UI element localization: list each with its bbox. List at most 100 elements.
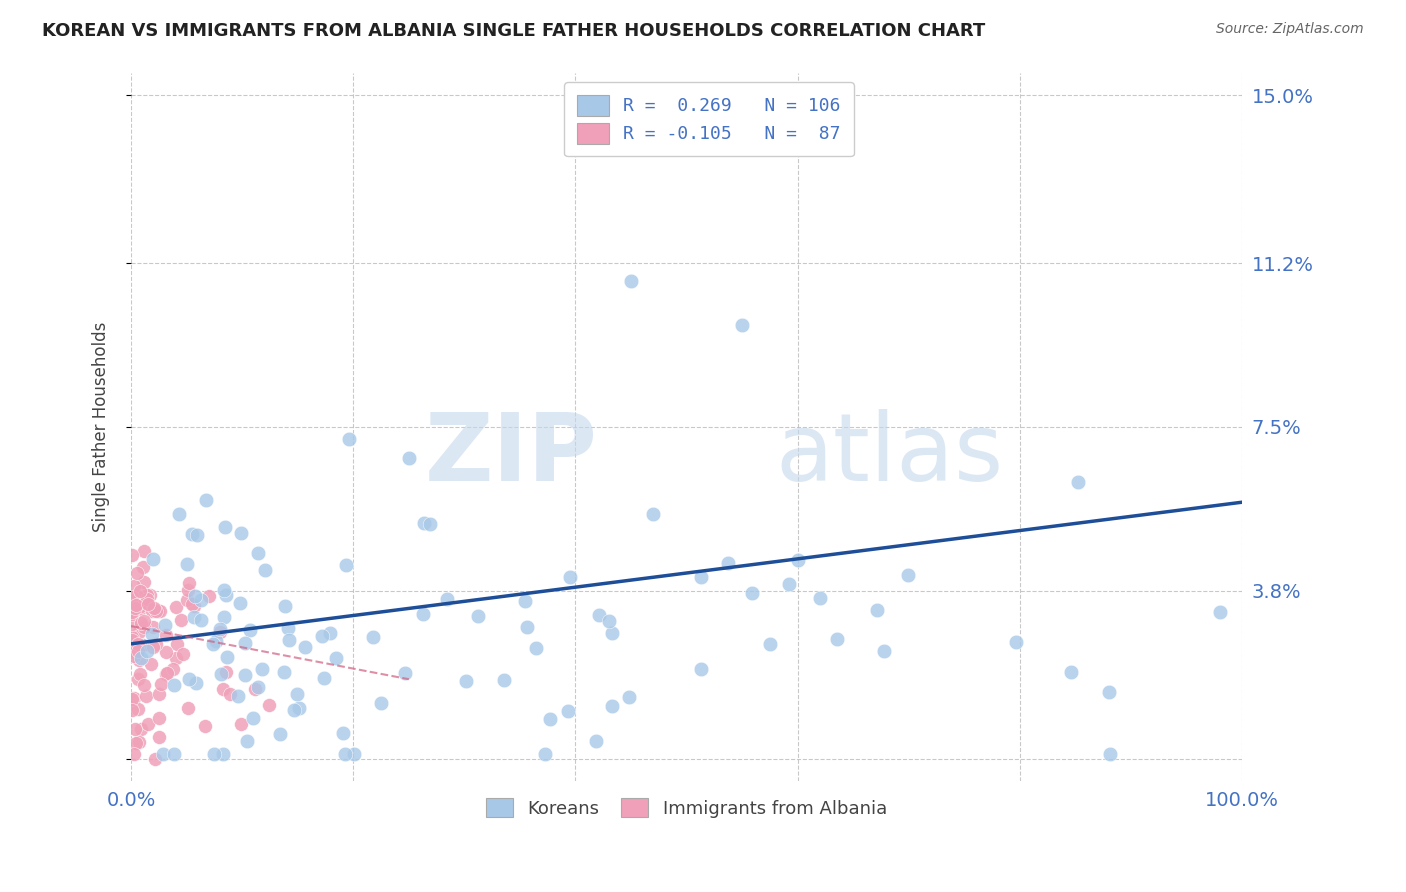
Point [226, 689, 249, 703]
Point [177, 673, 200, 687]
Point [163, 747, 186, 762]
Point [131, 651, 153, 665]
Point [211, 682, 233, 697]
Point [132, 615, 155, 629]
Point [252, 662, 274, 676]
Point [598, 615, 620, 629]
Point [129, 667, 152, 681]
Point [361, 630, 384, 644]
Point [269, 727, 291, 741]
Point [257, 698, 280, 712]
Point [538, 712, 561, 726]
Point [156, 665, 179, 680]
Point [600, 699, 623, 714]
Point [138, 588, 160, 602]
Text: Source: ZipAtlas.com: Source: ZipAtlas.com [1216, 22, 1364, 37]
Point [132, 544, 155, 558]
Point [121, 703, 143, 717]
Point [145, 604, 167, 618]
Point [1098, 685, 1121, 699]
Point [333, 747, 356, 762]
Point [1060, 665, 1083, 679]
Point [138, 716, 160, 731]
Point [149, 604, 172, 618]
Point [825, 632, 848, 646]
Point [558, 570, 581, 584]
Point [165, 650, 187, 665]
Point [690, 662, 713, 676]
Y-axis label: Single Father Households: Single Father Households [93, 322, 110, 533]
Point [183, 610, 205, 624]
Point [163, 678, 186, 692]
Point [246, 680, 269, 694]
Point [132, 638, 155, 652]
Point [311, 629, 333, 643]
Point [1067, 475, 1090, 490]
Point [183, 599, 205, 613]
Point [194, 719, 217, 733]
Point [214, 519, 236, 533]
Point [620, 274, 643, 288]
Point [229, 595, 252, 609]
Point [516, 620, 538, 634]
Point [786, 553, 808, 567]
Point [124, 723, 146, 737]
Point [467, 609, 489, 624]
Point [148, 730, 170, 744]
Point [136, 588, 159, 602]
Point [215, 665, 238, 680]
Point [134, 620, 156, 634]
Point [526, 640, 548, 655]
Point [325, 651, 347, 665]
Point [394, 666, 416, 681]
Point [218, 687, 240, 701]
Point [204, 634, 226, 648]
Point [731, 318, 754, 333]
Point [759, 637, 782, 651]
Point [177, 701, 200, 715]
Point [212, 583, 235, 598]
Point [778, 577, 800, 591]
Point [129, 583, 152, 598]
Point [141, 604, 163, 618]
Point [127, 637, 149, 651]
Point [239, 624, 262, 638]
Point [229, 525, 252, 540]
Point [202, 638, 225, 652]
Point [436, 591, 458, 606]
Point [136, 597, 159, 611]
Point [122, 690, 145, 705]
Point [142, 552, 165, 566]
Point [132, 559, 155, 574]
Point [808, 591, 831, 605]
Point [370, 696, 392, 710]
Point [128, 602, 150, 616]
Point [142, 640, 165, 655]
Point [741, 585, 763, 599]
Point [129, 722, 152, 736]
Point [155, 667, 177, 681]
Point [285, 687, 308, 701]
Point [557, 705, 579, 719]
Point [233, 635, 256, 649]
Point [1099, 747, 1122, 762]
Point [184, 590, 207, 604]
Point [398, 450, 420, 465]
Point [716, 556, 738, 570]
Point [155, 645, 177, 659]
Point [343, 747, 366, 762]
Point [121, 630, 143, 644]
Point [198, 590, 221, 604]
Point [122, 579, 145, 593]
Point [121, 605, 143, 619]
Point [177, 583, 200, 598]
Point [180, 597, 202, 611]
Point [588, 607, 610, 622]
Point [190, 613, 212, 627]
Point [121, 549, 143, 563]
Point [236, 734, 259, 748]
Point [209, 667, 232, 681]
Point [125, 735, 148, 749]
Point [288, 701, 311, 715]
Point [617, 690, 640, 705]
